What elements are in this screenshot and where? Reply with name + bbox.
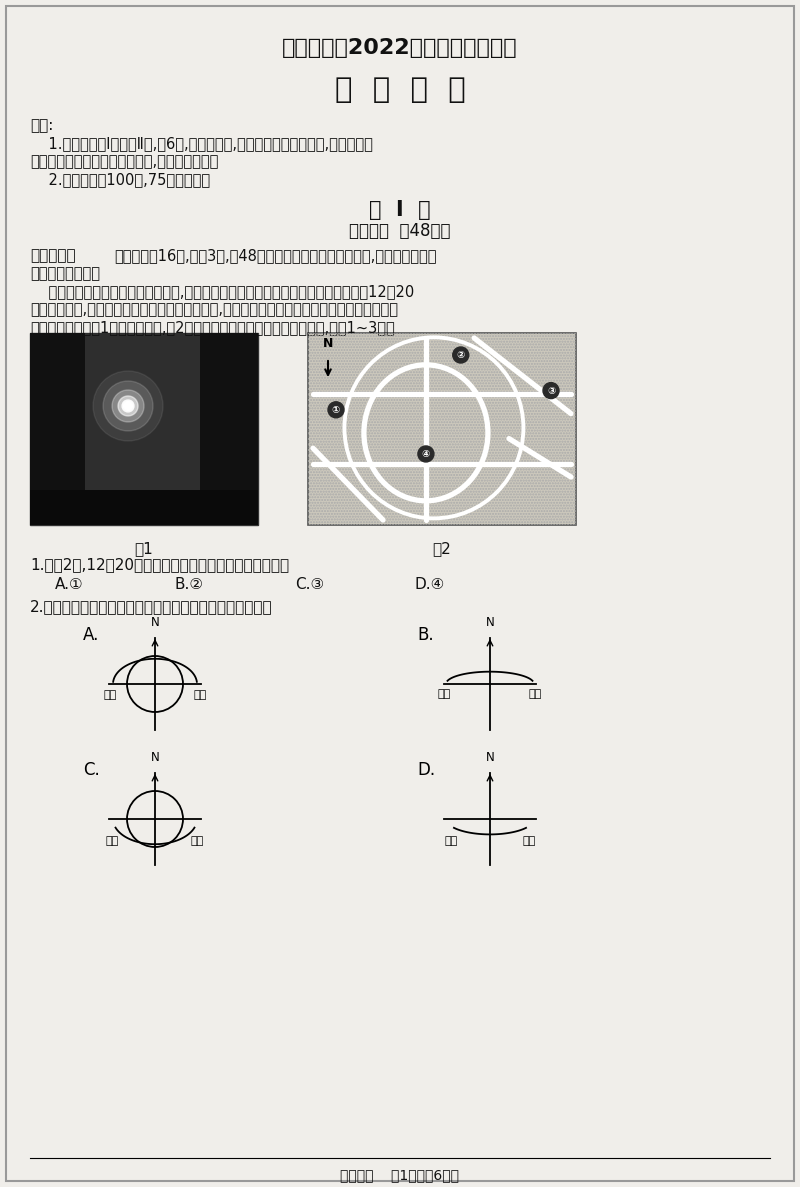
Bar — [30, 334, 258, 525]
Text: B.②: B.② — [175, 577, 204, 592]
Text: 2.本试卷满分100分,75分钟完卷。: 2.本试卷满分100分,75分钟完卷。 — [30, 172, 210, 188]
Text: 1.在图2中,12月20日该城市观看到悬日日出景观的位置是: 1.在图2中,12月20日该城市观看到悬日日出景观的位置是 — [30, 557, 289, 572]
Bar — [30, 429, 258, 525]
Text: A.①: A.① — [55, 577, 84, 592]
Text: 说明:: 说明: — [30, 118, 54, 133]
Text: 2.推测该日该城市太阳视运动轨迹地平面投影示意图大致为: 2.推测该日该城市太阳视运动轨迹地平面投影示意图大致为 — [30, 599, 273, 614]
Text: 日出: 日出 — [106, 836, 119, 845]
Text: A.: A. — [83, 626, 99, 645]
Text: N: N — [486, 616, 494, 629]
Circle shape — [123, 401, 133, 411]
Text: （本大题共16题,每题3分,共48分。在每题给出的四个选项中,只有一项是最符: （本大题共16题,每题3分,共48分。在每题给出的四个选项中,只有一项是最符 — [114, 248, 437, 264]
Text: ④: ④ — [422, 449, 430, 459]
Text: C.③: C.③ — [295, 577, 324, 592]
Circle shape — [453, 347, 469, 363]
Bar — [30, 334, 258, 525]
Text: 图2: 图2 — [433, 541, 451, 556]
Text: N: N — [150, 616, 159, 629]
Text: 合题目要求的。）: 合题目要求的。） — [30, 266, 100, 281]
Circle shape — [93, 372, 163, 440]
Text: 观丽的风景线。图1为悬日景观图,图2为该城市部分街道走向示意图。据此,完成1~3题。: 观丽的风景线。图1为悬日景观图,图2为该城市部分街道走向示意图。据此,完成1~3… — [30, 320, 394, 335]
Text: N: N — [486, 751, 494, 764]
Bar — [30, 334, 85, 525]
Text: 日落: 日落 — [191, 836, 204, 845]
Text: 一、选择题: 一、选择题 — [30, 248, 76, 264]
Bar — [308, 334, 576, 525]
Text: ③: ③ — [547, 386, 555, 395]
Bar — [30, 490, 258, 525]
Text: D.: D. — [417, 761, 435, 779]
Text: 地理一诊    第1页（共6页）: 地理一诊 第1页（共6页） — [341, 1168, 459, 1182]
Circle shape — [122, 400, 134, 412]
Text: N: N — [150, 751, 159, 764]
Text: 日出: 日出 — [529, 688, 542, 699]
Bar — [308, 334, 576, 525]
Bar — [200, 334, 258, 525]
Text: 悬日是指在一年中某些特定的时段,太阳从街道的中间地面升起或落下的自然现象。12月20: 悬日是指在一年中某些特定的时段,太阳从街道的中间地面升起或落下的自然现象。12月… — [30, 284, 414, 299]
Text: ②: ② — [457, 350, 465, 360]
Text: 1.本试卷分第Ⅰ卷和第Ⅱ卷,共6页,考生作答时,须将答案答在答题卡上,在本试卷、: 1.本试卷分第Ⅰ卷和第Ⅱ卷,共6页,考生作答时,须将答案答在答题卡上,在本试卷、 — [30, 137, 373, 151]
Text: 日落: 日落 — [103, 690, 117, 700]
Text: ①: ① — [332, 405, 340, 414]
Text: （选择题  共48分）: （选择题 共48分） — [350, 222, 450, 240]
Circle shape — [112, 391, 144, 421]
Bar — [30, 468, 258, 525]
Text: B.: B. — [418, 626, 434, 645]
Text: 日落: 日落 — [438, 688, 451, 699]
Text: N: N — [323, 337, 333, 350]
Text: 日的日出时刻,成都某街道出现了壮观的悬日景观,两侧高大的楼宇与中间升起的红日组成了城市: 日的日出时刻,成都某街道出现了壮观的悬日景观,两侧高大的楼宇与中间升起的红日组成… — [30, 301, 398, 317]
Circle shape — [118, 396, 138, 415]
Text: 日出: 日出 — [444, 836, 458, 846]
Text: 图1: 图1 — [134, 541, 154, 556]
Text: 日出: 日出 — [194, 690, 206, 700]
Text: 德阳市高中2022级第一次诊断考试: 德阳市高中2022级第一次诊断考试 — [282, 38, 518, 58]
Text: 草稿纸上答题无效。考试结束后,将答题卡交回。: 草稿纸上答题无效。考试结束后,将答题卡交回。 — [30, 154, 218, 169]
Circle shape — [418, 446, 434, 462]
Text: 地  理  试  卷: 地 理 试 卷 — [334, 76, 466, 104]
Text: 第  Ⅰ  卷: 第 Ⅰ 卷 — [369, 199, 431, 220]
Text: 日落: 日落 — [522, 836, 536, 846]
Circle shape — [543, 382, 559, 399]
Text: C.: C. — [82, 761, 99, 779]
Circle shape — [103, 381, 153, 431]
Text: D.④: D.④ — [415, 577, 446, 592]
Circle shape — [328, 402, 344, 418]
